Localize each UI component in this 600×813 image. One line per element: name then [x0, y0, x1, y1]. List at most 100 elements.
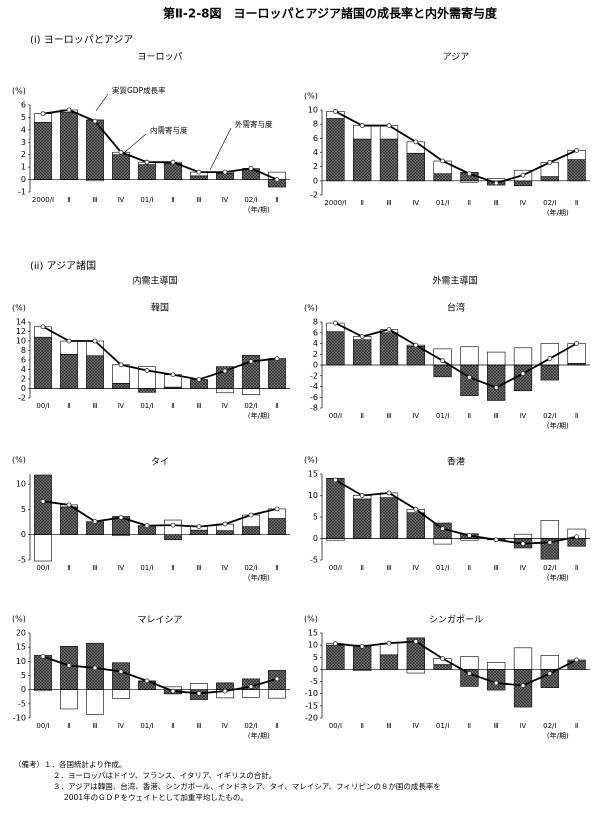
- x-tick-label: Ⅲ: [197, 722, 202, 730]
- x-tick-label: 01/Ⅰ: [436, 199, 449, 207]
- bar: [433, 364, 452, 378]
- bar: [60, 353, 78, 389]
- x-unit: (年/期): [547, 731, 569, 740]
- bar: [567, 538, 586, 547]
- x-tick-label: Ⅱ: [67, 564, 70, 572]
- chart-title: ヨーロッパ: [137, 52, 182, 63]
- y-tick-label: 5: [21, 671, 26, 680]
- x-tick-label: Ⅱ: [575, 199, 578, 207]
- x-unit: (年/期): [248, 731, 270, 740]
- gdp-point: [66, 502, 72, 508]
- bar: [540, 176, 559, 182]
- gdp-point: [440, 526, 446, 532]
- x-tick-label: Ⅳ: [118, 722, 125, 730]
- x-tick-label: Ⅳ: [413, 722, 420, 730]
- x-tick-label: 02/Ⅰ: [244, 402, 257, 410]
- y-tick-label: 15: [16, 643, 26, 652]
- gdp-point: [574, 534, 579, 540]
- x-tick-label: Ⅳ: [413, 412, 420, 420]
- x-tick-label: Ⅳ: [520, 199, 527, 207]
- bar: [433, 664, 452, 670]
- bar: [138, 388, 156, 393]
- y-unit: (%): [304, 456, 318, 465]
- x-tick-label: Ⅳ: [222, 564, 229, 572]
- x-tick-label: Ⅱ: [468, 722, 471, 730]
- x-tick-label: Ⅱ: [275, 196, 278, 204]
- gdp-point: [144, 159, 150, 165]
- x-tick-label: 02/Ⅰ: [244, 564, 257, 572]
- x-tick-label: Ⅲ: [197, 402, 202, 410]
- note: 2001年のＧＤＰをウェイトとして加重平均したもの。: [64, 792, 248, 802]
- gdp-point: [413, 639, 419, 644]
- gdp-point: [196, 377, 202, 382]
- gdp-point: [547, 160, 553, 165]
- gdp-point: [547, 539, 553, 545]
- gdp-point: [170, 688, 176, 694]
- y-tick-label: 10: [16, 657, 26, 666]
- x-unit: (年/期): [248, 205, 270, 214]
- x-tick-label: Ⅳ: [413, 199, 420, 207]
- bar: [164, 534, 182, 541]
- section-title: (i) ヨーロッパとアジア: [30, 34, 133, 46]
- gdp-point: [520, 683, 526, 688]
- gdp-point: [118, 669, 124, 674]
- x-tick-label: Ⅱ: [360, 199, 363, 207]
- bar: [487, 351, 506, 366]
- group-label: 内需主導国: [132, 275, 177, 287]
- x-tick-label: 01/Ⅰ: [140, 196, 153, 204]
- gdp-point: [359, 334, 365, 339]
- x-tick-label: Ⅲ: [93, 402, 98, 410]
- x-tick-label: Ⅱ: [171, 722, 174, 730]
- bar: [60, 646, 78, 690]
- y-unit: (%): [12, 456, 26, 465]
- gdp-point: [222, 688, 228, 694]
- y-tick-label: 2: [313, 350, 318, 359]
- bar: [34, 655, 52, 690]
- x-tick-label: Ⅲ: [93, 722, 98, 730]
- y-tick-label: 2: [21, 150, 26, 159]
- gdp-point: [170, 372, 176, 378]
- gdp-point: [144, 523, 150, 528]
- x-tick-label: Ⅱ: [171, 564, 174, 572]
- y-tick-label: 12: [16, 327, 26, 336]
- y-tick-label: -2: [310, 191, 318, 200]
- y-tick-label: 20: [16, 629, 26, 638]
- x-tick-label: 02/Ⅰ: [543, 564, 556, 572]
- y-tick-label: 4: [313, 148, 318, 157]
- y-tick-label: 10: [16, 337, 26, 346]
- y-tick-label: 6: [313, 134, 318, 143]
- bar: [513, 669, 533, 708]
- y-tick-label: -5: [18, 556, 26, 565]
- y-tick-label: 5: [21, 113, 26, 122]
- y-tick-label: -2: [18, 394, 26, 403]
- x-unit: (年/期): [547, 208, 569, 217]
- gdp-line: [42, 109, 278, 181]
- y-tick-label: 0: [21, 530, 26, 539]
- gdp-line: [334, 322, 578, 389]
- x-tick-label: Ⅲ: [197, 564, 202, 572]
- y-tick-label: 10: [308, 491, 318, 500]
- x-tick-label: Ⅲ: [387, 199, 392, 207]
- gdp-point: [413, 506, 419, 512]
- bar: [487, 669, 506, 691]
- chart-title: アジア: [443, 53, 470, 63]
- chart-title: シンガポール: [429, 615, 483, 626]
- gdp-point: [332, 477, 338, 483]
- y-tick-label: -5: [310, 677, 318, 686]
- x-tick-label: Ⅱ: [275, 722, 278, 730]
- y-tick-label: 0: [313, 176, 318, 185]
- x-tick-label: 2000/Ⅰ: [324, 199, 346, 207]
- gdp-point: [413, 139, 419, 145]
- y-tick-label: 5: [313, 653, 318, 662]
- gdp-point: [196, 524, 202, 530]
- gdp-point: [66, 338, 72, 344]
- bar: [216, 530, 234, 536]
- gdp-line: [42, 655, 278, 695]
- bar: [353, 138, 372, 182]
- y-tick-label: 2: [21, 375, 26, 384]
- bar: [86, 522, 104, 536]
- y-tick-label: -10: [13, 714, 26, 723]
- bar: [112, 662, 130, 690]
- x-tick-label: Ⅲ: [387, 412, 392, 420]
- bar: [60, 506, 78, 536]
